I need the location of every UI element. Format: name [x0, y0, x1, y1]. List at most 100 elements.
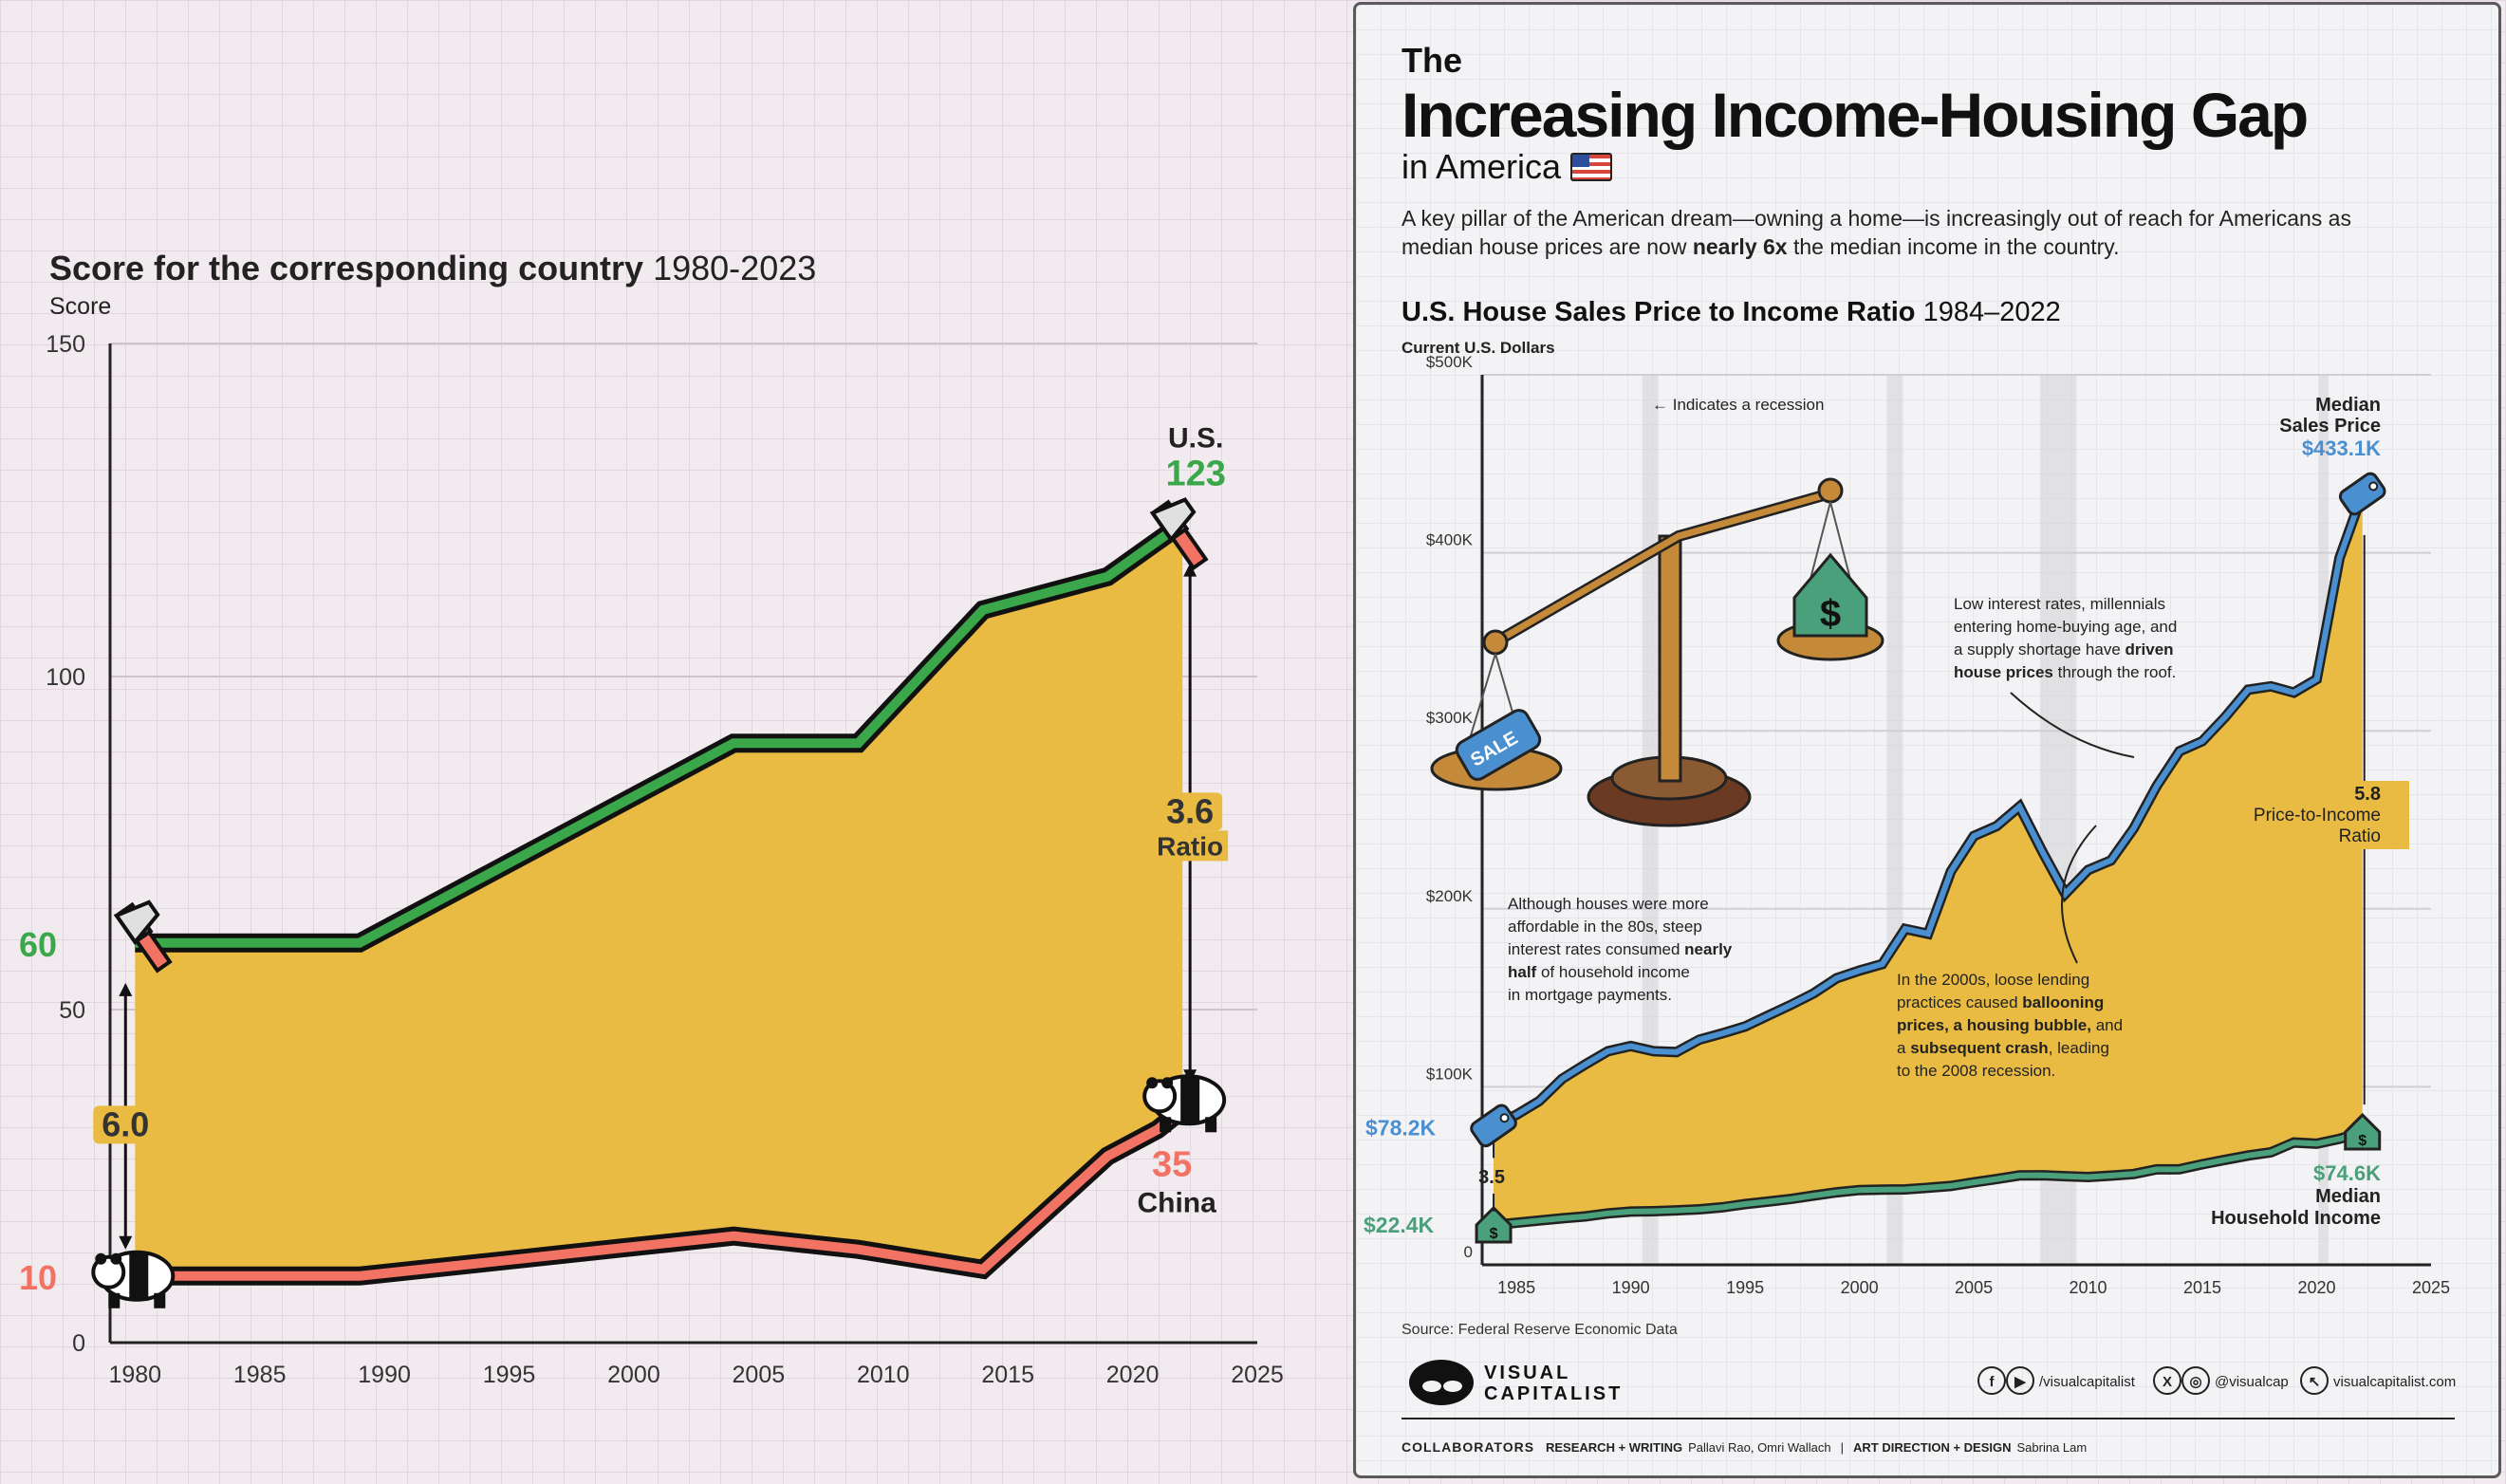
x-tick-label: 1995 [483, 1362, 536, 1388]
ratio-end-bg [1158, 792, 1223, 831]
social-3: visualcapitalist.com [2333, 1374, 2456, 1390]
headline-prefix: The [1402, 41, 1463, 80]
ratio-start-bg [93, 1105, 158, 1144]
brand-logo-icon [1409, 1360, 1474, 1405]
right-infographic-panel: The Increasing Income-Housing Gap in Ame… [1353, 2, 2501, 1478]
svg-text:$: $ [1820, 593, 1841, 635]
x-icon: X [2153, 1366, 2181, 1395]
scale-illustration: $SALE [1430, 477, 1884, 827]
credits: RESEARCH + WRITING Pallavi Rao, Omri Wall… [1546, 1440, 2087, 1455]
chart-period: 1980-2023 [653, 249, 816, 288]
left-chart-panel: Score for the corresponding country 1980-… [19, 249, 1284, 1388]
ratio-arrow-head [119, 1235, 133, 1250]
ratio-end: 3.6 [1166, 791, 1214, 830]
us-value: 123 [1165, 454, 1225, 494]
x-tick-label: 2015 [2183, 1278, 2221, 1297]
art-names: Sabrina Lam [2017, 1440, 2088, 1455]
china-label: China [1137, 1187, 1216, 1218]
price-label-1: Median [2315, 395, 2381, 416]
us-flag-icon [1570, 153, 1613, 181]
y-tick-label: $300K [1426, 709, 1474, 727]
x-tick-label: 1980 [108, 1362, 161, 1388]
start-ratio: 3.5 [1478, 1167, 1505, 1188]
svg-text:↖: ↖ [2309, 1374, 2321, 1390]
x-tick-label: 2010 [857, 1362, 910, 1388]
y-tick-label: $200K [1426, 887, 1474, 905]
social-1: /visualcapitalist [2039, 1374, 2136, 1390]
brand-line-2: CAPITALIST [1484, 1383, 1623, 1404]
intro-text-1: A key pillar of the American dream—ownin… [1402, 206, 2351, 259]
intro-bold: nearly 6x [1692, 234, 1788, 259]
chart-unit: Current U.S. Dollars [1402, 339, 1555, 357]
gap-area [1494, 493, 2363, 1225]
china-line [135, 1105, 1186, 1281]
x-tick-label: 2000 [1841, 1278, 1879, 1297]
y-tick-label: 100 [46, 664, 85, 691]
chart-period: 1984–2022 [1922, 297, 2061, 327]
intro-text-2: the median income in the country. [1787, 234, 2120, 259]
headline: Increasing Income-Housing Gap [1402, 80, 2309, 150]
income-value: $74.6K [2313, 1161, 2381, 1185]
price-line [1492, 492, 2366, 1129]
ratio-arrow-head [119, 982, 133, 996]
x-tick-label: 2025 [1231, 1362, 1284, 1388]
research-names: Pallavi Rao, Omri Wallach [1688, 1440, 1831, 1455]
chart-title-text: U.S. House Sales Price to Income Ratio [1402, 297, 1916, 327]
svg-text:$: $ [2358, 1133, 2367, 1149]
source: Source: Federal Reserve Economic Data [1402, 1322, 1678, 1338]
svg-text:▶: ▶ [2014, 1374, 2027, 1390]
y-tick-label: 0 [1464, 1243, 1473, 1261]
china-start-value: 10 [19, 1258, 57, 1297]
income-line [1493, 1129, 2364, 1228]
end-ratio-label-2: Ratio [2339, 826, 2381, 846]
income-label-1: Median [2315, 1186, 2381, 1207]
house-icon: $ [1792, 552, 1868, 638]
brand-line-1: VISUAL [1484, 1363, 1570, 1383]
intro-paragraph: A key pillar of the American dream—ownin… [1402, 204, 2426, 261]
x-tick-label: 1990 [1612, 1278, 1650, 1297]
x-tick-label: 2000 [607, 1362, 660, 1388]
x-tick-label: 2015 [981, 1362, 1034, 1388]
chart-title: Score for the corresponding country 1980-… [49, 249, 816, 288]
facebook-icon: f [1977, 1366, 2006, 1395]
subline-text: in America [1402, 147, 1562, 186]
art-label: ART DIRECTION + DESIGN [1853, 1440, 2012, 1455]
hammer-icon [1149, 497, 1209, 571]
end-ratio: 5.8 [2354, 784, 2381, 805]
panda-icon [91, 1250, 176, 1308]
youtube-icon: ▶ [2006, 1366, 2034, 1395]
chart-title: U.S. House Sales Price to Income Ratio 1… [1402, 297, 2061, 328]
x-tick-label: 1985 [233, 1362, 287, 1388]
hammer-icon [113, 900, 173, 974]
x-tick-label: 2025 [2412, 1278, 2450, 1297]
x-tick-label: 2010 [2070, 1278, 2107, 1297]
collab-label: COLLABORATORS [1402, 1439, 1534, 1455]
note-arrow [2061, 825, 2097, 964]
y-tick-label: $400K [1426, 531, 1474, 549]
end-ratio-bg [2305, 781, 2409, 849]
svg-text:$: $ [1490, 1226, 1498, 1242]
y-tick-label: $100K [1426, 1065, 1474, 1083]
y-tick-label: 150 [46, 331, 85, 358]
house-icon: $ [2344, 1112, 2382, 1151]
recession-note: ← Indicates a recession [1652, 396, 1824, 414]
cursor-icon: ↖ [2300, 1366, 2329, 1395]
y-tick-label: 0 [72, 1330, 85, 1357]
ratio-word-bg [1152, 830, 1229, 862]
x-tick-label: 2020 [2297, 1278, 2335, 1297]
x-tick-label: 1985 [1497, 1278, 1535, 1297]
x-tick-label: 1995 [1726, 1278, 1764, 1297]
start-price: $78.2K [1365, 1115, 1437, 1140]
svg-text:X: X [2163, 1374, 2172, 1390]
x-tick-label: 1990 [358, 1362, 411, 1388]
ratio-word: Ratio [1157, 831, 1223, 861]
social-2: @visualcap [2215, 1374, 2289, 1390]
note-2000s: In the 2000s, loose lending practices cau… [1897, 971, 2123, 1080]
chart-title-text: Score for the corresponding country [49, 249, 643, 288]
y-tick-label: 50 [59, 997, 85, 1024]
price-value: $433.1K [2302, 436, 2381, 460]
house-icon: $ [1475, 1205, 1513, 1244]
price-tag-icon [1470, 1104, 1517, 1148]
note-arrow [2010, 692, 2135, 758]
note-recent: Low interest rates, millennials entering … [1954, 595, 2177, 681]
